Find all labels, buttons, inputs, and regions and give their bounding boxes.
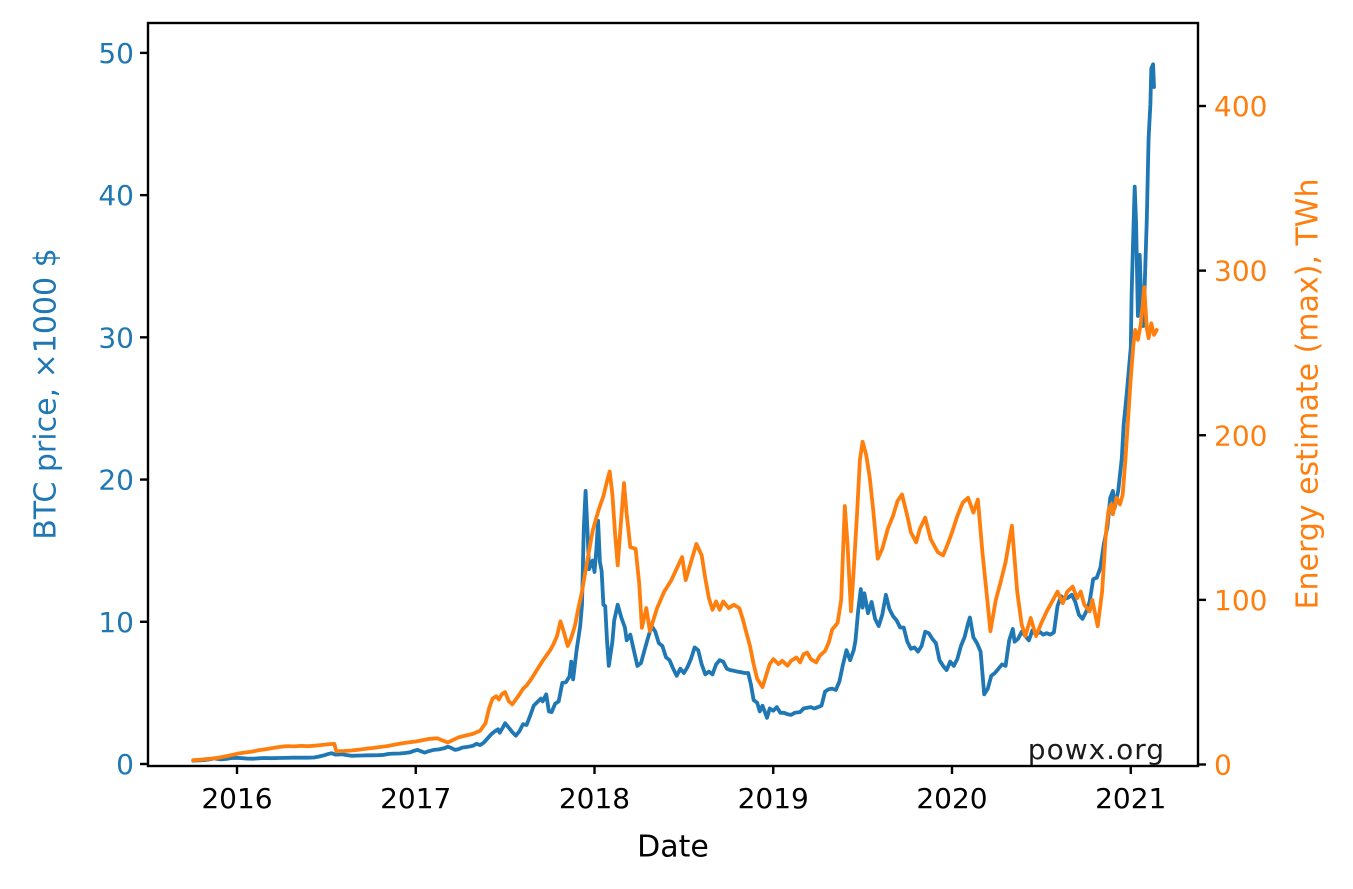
left-tick-label: 30 — [98, 321, 134, 354]
x-tick-label: 2017 — [380, 782, 451, 815]
x-axis-title: Date — [637, 829, 709, 865]
left-tick-label: 0 — [116, 748, 134, 781]
x-tick-label: 2019 — [738, 782, 809, 815]
series-line-btc-price — [191, 62, 1156, 763]
series-line-energy-estimate — [191, 285, 1159, 763]
right-tick-label: 200 — [1214, 419, 1267, 452]
right-tick-label: 300 — [1214, 255, 1267, 288]
right-tick-label: 400 — [1214, 90, 1267, 123]
left-tick-label: 10 — [98, 606, 134, 639]
x-tick-label: 2018 — [559, 782, 630, 815]
left-axis-title: BTC price, ×1000 $ — [28, 248, 64, 540]
left-tick-label: 40 — [98, 179, 134, 212]
left-tick-label: 50 — [98, 37, 134, 70]
x-tick-label: 2020 — [916, 782, 987, 815]
watermark-powx-org: powx.org — [1027, 733, 1165, 766]
plot-frame — [146, 21, 1200, 768]
x-tick-label: 2021 — [1095, 782, 1166, 815]
right-tick-label: 100 — [1214, 584, 1267, 617]
x-tick-label: 2016 — [201, 782, 272, 815]
left-tick-label: 20 — [98, 464, 134, 497]
right-axis-title: Energy estimate (max), TWh — [1290, 178, 1326, 610]
right-tick-label: 0 — [1214, 749, 1232, 782]
